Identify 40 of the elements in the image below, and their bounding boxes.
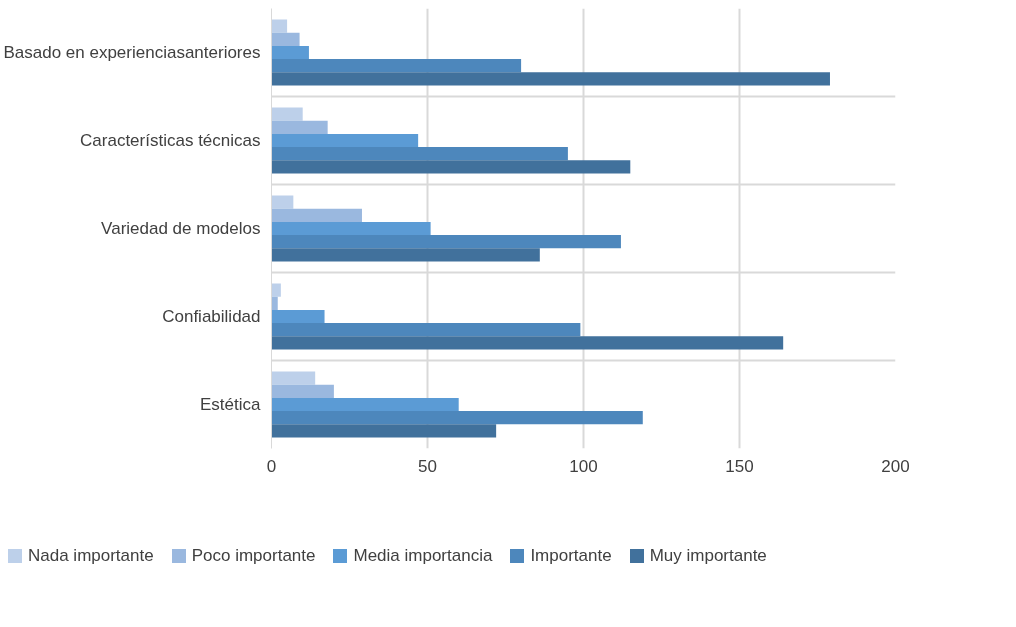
bar bbox=[271, 283, 281, 297]
bar bbox=[271, 411, 643, 425]
bar bbox=[271, 133, 419, 148]
legend-label: Muy importante bbox=[649, 545, 767, 567]
bar bbox=[271, 235, 621, 249]
bar bbox=[271, 296, 278, 310]
legend-label: Importante bbox=[530, 545, 612, 567]
bar bbox=[271, 195, 294, 209]
bar bbox=[271, 221, 431, 236]
legend-label: Nada importante bbox=[28, 545, 154, 567]
bar bbox=[271, 160, 631, 174]
x-tick-label: 200 bbox=[881, 456, 910, 476]
y-tick-label: Estética bbox=[200, 395, 262, 414]
y-tick-label: Confiabilidad bbox=[162, 307, 261, 326]
y-tick-label: Variedad de modelos bbox=[101, 219, 261, 238]
bar bbox=[271, 309, 325, 324]
bar bbox=[271, 59, 522, 73]
x-tick-label: 150 bbox=[725, 456, 754, 476]
bar bbox=[271, 107, 303, 121]
bar bbox=[271, 45, 309, 60]
bar bbox=[271, 323, 581, 337]
bar bbox=[271, 384, 334, 398]
bar bbox=[271, 32, 300, 46]
bar bbox=[271, 120, 328, 134]
bar bbox=[271, 424, 497, 438]
bar bbox=[271, 72, 830, 86]
x-tick-label: 0 bbox=[266, 456, 277, 476]
x-tick-label: 50 bbox=[418, 456, 437, 476]
bar bbox=[271, 208, 362, 222]
legend-label: Poco importante bbox=[191, 545, 316, 567]
bar bbox=[271, 397, 459, 412]
bar bbox=[271, 19, 288, 33]
y-tick-label: Basado en experienciasanteriores bbox=[3, 43, 261, 62]
bar bbox=[271, 371, 316, 385]
legend-label: Media importancia bbox=[353, 545, 493, 567]
bar bbox=[271, 147, 568, 161]
y-tick-label: Características técnicas bbox=[80, 131, 261, 150]
x-tick-label: 100 bbox=[569, 456, 598, 476]
bar bbox=[271, 248, 540, 262]
bar bbox=[271, 336, 784, 350]
